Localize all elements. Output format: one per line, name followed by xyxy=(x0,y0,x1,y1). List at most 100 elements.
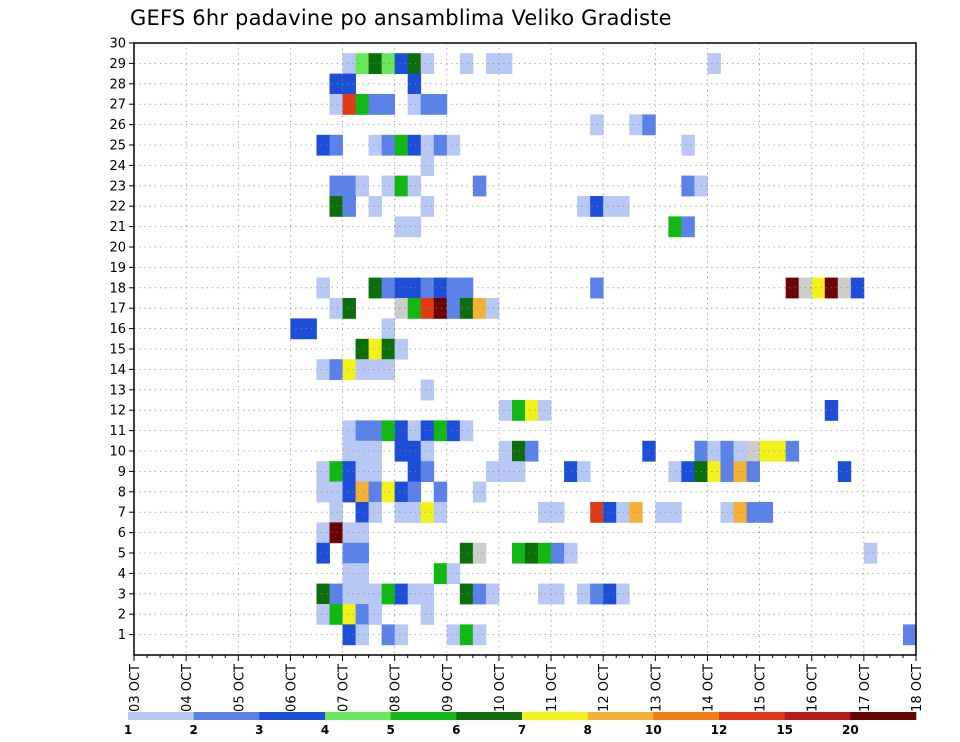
heatmap-cell xyxy=(472,542,487,564)
legend-swatch xyxy=(850,712,917,720)
heatmap-cell xyxy=(525,440,539,462)
heatmap-cell xyxy=(342,298,356,319)
heatmap-cell xyxy=(329,461,343,482)
heatmap-cell xyxy=(485,461,500,482)
heatmap-cell xyxy=(394,420,409,442)
heatmap-cell xyxy=(368,420,383,442)
y-tick-label: 9 xyxy=(118,465,126,480)
heatmap-cell xyxy=(655,502,669,523)
heatmap-cell xyxy=(681,134,695,156)
heatmap-cell xyxy=(420,420,435,442)
heatmap-cell xyxy=(368,359,383,380)
heatmap-cell xyxy=(355,53,369,74)
heatmap-cell xyxy=(759,502,774,523)
heatmap-cell xyxy=(407,298,422,319)
heatmap-cell xyxy=(459,542,474,564)
heatmap-cell xyxy=(433,420,448,442)
heatmap-cell xyxy=(459,277,474,299)
heatmap-cell xyxy=(342,440,356,462)
heatmap-cell xyxy=(316,604,330,625)
heatmap-cell xyxy=(577,461,591,482)
heatmap-cell xyxy=(316,542,330,564)
heatmap-cell xyxy=(381,277,396,299)
heatmap-cell xyxy=(525,400,539,421)
heatmap-cell xyxy=(394,298,409,319)
heatmap-cell xyxy=(342,624,356,646)
heatmap-cell xyxy=(420,440,435,462)
heatmap-cell xyxy=(498,400,513,421)
heatmap-cell xyxy=(368,481,383,503)
heatmap-cell xyxy=(342,542,356,564)
heatmap-cell xyxy=(472,624,487,646)
heatmap-cell xyxy=(394,624,409,646)
heatmap-cell xyxy=(420,461,435,482)
legend-swatch xyxy=(653,712,720,720)
heatmap-cell xyxy=(381,94,396,115)
heatmap-cell xyxy=(733,461,747,482)
heatmap-cell xyxy=(394,481,409,503)
x-tick-label: 15 OCT xyxy=(754,664,769,712)
legend-swatch xyxy=(390,712,457,720)
heatmap-cell xyxy=(342,359,356,380)
heatmap-cell xyxy=(342,94,356,115)
heatmap-cell xyxy=(355,175,369,197)
y-tick-label: 21 xyxy=(109,220,126,235)
heatmap-cell xyxy=(316,277,330,299)
legend: 1 2 3 4 5 6 7 8 10 12 15 20 xyxy=(124,712,917,737)
x-tick-label: 16 OCT xyxy=(806,664,821,712)
y-tick-label: 25 xyxy=(109,139,126,154)
legend-swatch xyxy=(784,712,851,720)
heatmap-cell xyxy=(420,604,435,625)
heatmap-cell xyxy=(329,134,343,156)
heatmap-cell xyxy=(459,583,474,605)
y-tick-label: 30 xyxy=(109,37,126,52)
heatmap-cell xyxy=(342,196,356,217)
heatmap-cell xyxy=(394,338,409,360)
heatmap-cell xyxy=(368,583,383,605)
x-tick-label: 03 OCT xyxy=(128,664,143,712)
heatmap-cell xyxy=(329,604,343,625)
heatmap-cell xyxy=(498,53,513,74)
legend-label: 1 xyxy=(124,723,132,737)
y-tick-label: 20 xyxy=(109,241,126,256)
heatmap-cell xyxy=(459,298,474,319)
heatmap-cell xyxy=(407,134,422,156)
y-tick-label: 29 xyxy=(109,57,126,72)
heatmap-cell xyxy=(603,196,617,217)
heatmap-cell xyxy=(368,338,383,360)
heatmap-cell xyxy=(551,583,565,605)
heatmap-cell xyxy=(433,481,448,503)
heatmap-cell xyxy=(472,481,487,503)
heatmap-cell xyxy=(342,175,356,197)
heatmap-cell xyxy=(603,502,617,523)
heatmap-cell xyxy=(420,298,435,319)
heatmap-cell xyxy=(394,440,409,462)
heatmap-cell xyxy=(407,94,422,115)
y-tick-label: 13 xyxy=(109,383,126,398)
y-tick-label: 23 xyxy=(109,179,126,194)
heatmap-cell xyxy=(355,461,369,482)
x-tick-label: 08 OCT xyxy=(389,664,404,712)
heatmap-cell xyxy=(538,400,552,421)
heatmap-cell xyxy=(733,502,747,523)
heatmap-cell xyxy=(394,277,409,299)
legend-swatch xyxy=(325,712,391,720)
heatmap-cell xyxy=(381,318,396,340)
x-tick-label: 14 OCT xyxy=(701,664,716,712)
y-tick-label: 7 xyxy=(118,506,126,521)
heatmap-cell xyxy=(329,94,343,115)
heatmap-cell xyxy=(355,359,369,380)
heatmap-cell xyxy=(290,318,304,340)
legend-label: 8 xyxy=(583,723,591,737)
legend-swatch xyxy=(259,712,326,720)
heatmap-cell xyxy=(459,420,474,442)
heatmap-cell xyxy=(433,298,448,319)
x-tick-label: 10 OCT xyxy=(493,664,508,712)
heatmap-cell xyxy=(446,134,461,156)
heatmap-cell xyxy=(681,461,695,482)
y-tick-label: 14 xyxy=(109,363,126,378)
heatmap-cell xyxy=(433,134,448,156)
heatmap-cell xyxy=(329,175,343,197)
heatmap-cell xyxy=(498,461,513,482)
heatmap-cell xyxy=(707,440,721,462)
